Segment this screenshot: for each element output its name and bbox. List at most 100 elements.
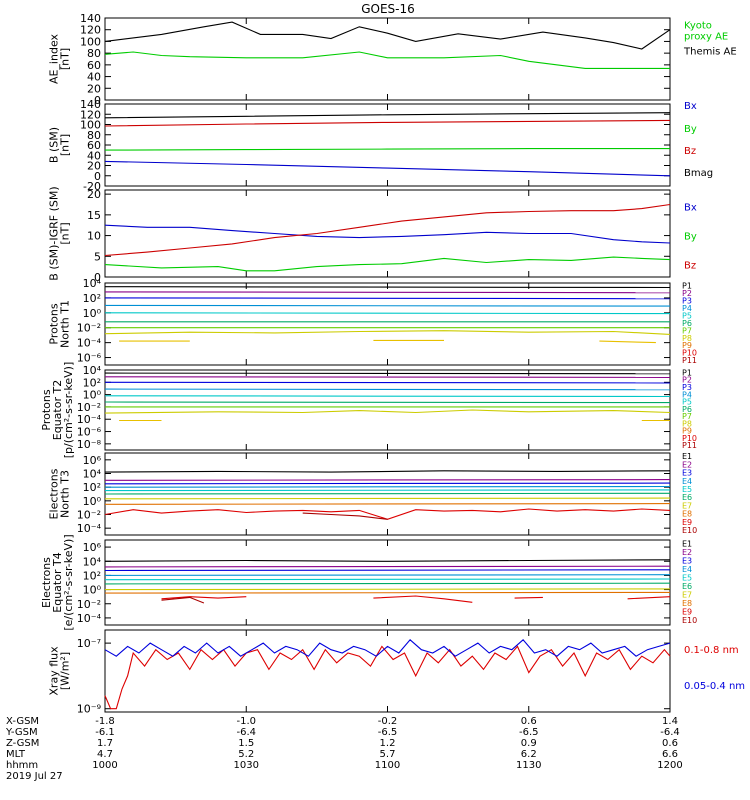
channel-label: P10 (682, 349, 697, 358)
ephemeris-value: 1.2 (380, 738, 396, 749)
y-tick-label: 10⁻⁷ (77, 637, 101, 650)
series-E7 (104, 497, 671, 500)
series-P2 (104, 291, 671, 294)
channel-label: P8 (682, 334, 692, 343)
y-tick-label: 15 (87, 209, 101, 222)
series-Bmag (104, 112, 671, 119)
ephemeris-value: -6.1 (95, 727, 115, 738)
y-tick-label: 10² (83, 481, 101, 494)
y-tick-label: 10⁻⁶ (77, 426, 102, 439)
panel-frame (104, 629, 671, 713)
ephemeris-value: -1.8 (95, 716, 115, 727)
y-axis-label: AE_index (48, 33, 61, 84)
ephemeris-value: 1030 (234, 760, 259, 771)
y-tick-label: 20 (87, 160, 101, 173)
series-E10 (161, 596, 205, 604)
ephemeris-value: 1000 (92, 760, 117, 771)
channel-label: P10 (682, 434, 697, 443)
legend-label: Bx (684, 203, 697, 214)
series-E8 (104, 591, 671, 594)
channel-label: P6 (682, 319, 692, 328)
ephemeris-value: -1.0 (236, 716, 256, 727)
y-axis-label: [nT] (59, 48, 72, 70)
series-By (104, 148, 670, 151)
channel-label: P8 (682, 419, 692, 428)
series-E4 (104, 574, 671, 576)
y-tick-label: 10 (87, 230, 101, 243)
series-P1 (104, 372, 671, 375)
y-tick-label: 10⁻⁹ (77, 703, 101, 716)
chart-title: GOES-16 (361, 2, 415, 16)
ephemeris-value: -6.4 (236, 727, 256, 738)
channel-label: E9 (682, 607, 692, 616)
y-axis-label: Electrons (40, 557, 53, 608)
y-axis-label: [p/(cm²-s-sr-keV)] (62, 362, 75, 459)
y-tick-label: 10⁴ (83, 555, 102, 568)
y-tick-label: 10² (83, 292, 101, 305)
ephemeris-value: -0.2 (378, 716, 398, 727)
series-Themis AE (104, 21, 671, 50)
series-P5 (104, 312, 671, 315)
series-P3 (104, 381, 671, 384)
panels: 020406080100120140AE_index[nT]Kyotoproxy… (40, 12, 745, 716)
series-P8 (104, 330, 671, 335)
series-P2 (104, 376, 671, 378)
series-E5 (104, 578, 671, 581)
channel-label: E8 (682, 510, 692, 519)
legend-label: By (684, 232, 697, 243)
channel-label: E4 (682, 565, 692, 574)
y-axis-label: [W/m²] (59, 652, 72, 690)
channel-label: P3 (682, 297, 692, 306)
y-tick-label: 10⁻⁴ (77, 413, 102, 426)
channel-label: P2 (682, 289, 692, 298)
series-E6 (104, 582, 671, 585)
y-tick-label: 10⁻² (77, 598, 101, 611)
channel-label: E8 (682, 599, 692, 608)
series-E1 (104, 559, 671, 562)
ephemeris-value: -6.4 (660, 727, 680, 738)
channel-label: P5 (682, 398, 692, 407)
y-tick-label: 10⁰ (83, 584, 102, 597)
channel-label: E6 (682, 582, 692, 591)
y-tick-label: 0 (94, 170, 101, 183)
channel-label: E1 (682, 539, 692, 548)
ephemeris-row-label: Y-GSM (5, 727, 38, 738)
series-P9c (599, 340, 656, 344)
channel-label: P3 (682, 383, 692, 392)
legend-label: 0.05-0.4 nm (684, 681, 745, 692)
series-E1 (104, 470, 671, 473)
y-tick-label: 20 (87, 188, 101, 201)
channel-label: P6 (682, 405, 692, 414)
y-tick-label: 140 (80, 98, 101, 111)
ephemeris-value: 1.4 (662, 716, 678, 727)
series-E6 (104, 492, 671, 495)
channel-label: E1 (682, 452, 692, 461)
y-axis-label: Electrons (48, 468, 61, 519)
legend-label: Bz (684, 146, 696, 157)
y-axis-label: Equator T4 (51, 552, 64, 612)
legend-label: proxy AE (684, 32, 728, 43)
channel-label: P1 (682, 282, 692, 291)
y-tick-label: 10⁻² (77, 509, 101, 522)
y-tick-label: 60 (87, 59, 101, 72)
y-tick-label: 60 (87, 139, 101, 152)
y-tick-label: 10⁻⁴ (77, 522, 102, 535)
channel-label: E10 (682, 526, 697, 535)
series-E2 (104, 565, 671, 568)
y-tick-label: 10⁶ (83, 454, 102, 467)
legend-label: Kyoto (684, 21, 712, 32)
y-tick-label: 10⁻⁴ (77, 612, 102, 625)
channel-label: P2 (682, 376, 692, 385)
y-tick-label: 0 (94, 94, 101, 107)
channel-label: E4 (682, 477, 692, 486)
y-tick-label: 5 (94, 250, 101, 263)
x-axis-block: X-GSM -1.8 -1.0 -0.2 0.6 1.4 Y-GSM -6.1 -6.4 -6.5… (5, 716, 683, 782)
ephemeris-value: 5.7 (380, 749, 396, 760)
y-axis-label: [e/(cm²-s-sr-keV)] (62, 534, 75, 630)
y-tick-label: 20 (87, 82, 101, 95)
ephemeris-row-label: X-GSM (6, 716, 39, 727)
